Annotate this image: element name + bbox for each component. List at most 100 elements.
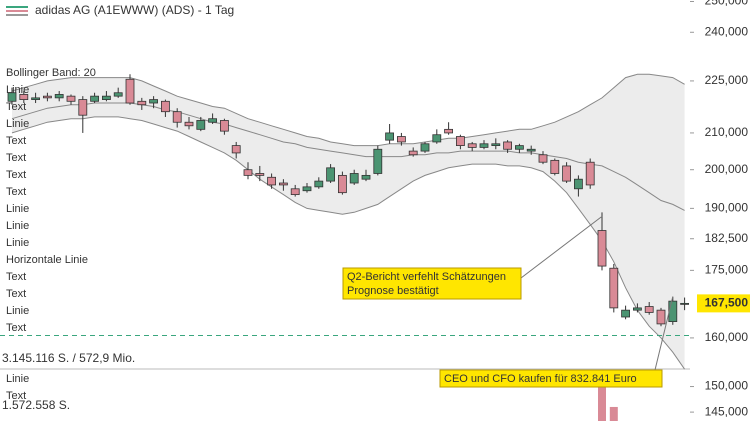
candle-body (385, 132, 395, 141)
indicator-label: Text (6, 186, 26, 198)
candle-body (644, 306, 654, 313)
candle-body (633, 307, 642, 311)
last-price-box (697, 294, 750, 313)
indicator-label: Text (6, 322, 26, 334)
indicator-label: Linie (6, 203, 29, 215)
indicator-label: Text (6, 152, 26, 164)
candle-body (290, 188, 300, 196)
bollinger-lower (11, 116, 686, 370)
candle-body (326, 167, 336, 182)
candle-body (219, 120, 229, 132)
volume-tick-label: 3.145.116 S. / 572,9 Mio. (2, 351, 135, 365)
candle-body (420, 143, 430, 152)
indicator-label: Horizontale Linie (6, 254, 88, 266)
candle-body (160, 100, 170, 113)
annotation-box (342, 267, 522, 300)
y-tick-label: 225,000 (705, 73, 749, 87)
candle-body (267, 176, 277, 186)
candle-body (66, 95, 76, 102)
indicator-label: Text (6, 271, 26, 283)
candle-body (503, 141, 513, 150)
candle-body (621, 309, 630, 318)
candle-body (337, 174, 347, 194)
y-tick-label: 200,000 (705, 162, 749, 176)
candle-body (597, 230, 607, 267)
volume-tick-label: 1.572.558 S. (2, 398, 70, 412)
candle-body (231, 145, 241, 154)
indicator-label: Text (6, 288, 26, 300)
last-price-label: 167,500 (705, 296, 749, 310)
bollinger-middle (11, 102, 685, 211)
bollinger-upper (11, 73, 685, 147)
annotation-text: CEO und CFO kaufen für 832.841 Euro (444, 373, 637, 385)
candle-body (31, 97, 41, 100)
candle-body (515, 145, 524, 150)
indicator-label: Bollinger Band: 20 (6, 67, 96, 79)
candle-body (243, 169, 253, 176)
y-tick-label: 182,500 (705, 231, 749, 245)
candle-body (432, 134, 442, 143)
annotation-connector (520, 215, 603, 279)
candle-body (54, 94, 64, 99)
candle-body (19, 94, 29, 100)
chart-title: adidas AG (A1EWWW) (ADS) - 1 Tag (35, 3, 234, 17)
candle-body (479, 143, 489, 148)
volume-bar (609, 406, 618, 421)
candle-body (349, 173, 359, 184)
y-tick-label: 240,000 (705, 24, 749, 38)
candle-body (137, 100, 147, 106)
candle-body (125, 78, 135, 104)
indicator-label: Linie (6, 220, 29, 232)
candle-body (196, 120, 206, 130)
annotation-text: Prognose bestätigt (347, 285, 439, 297)
candle-body (314, 180, 324, 188)
candle-body (396, 136, 406, 143)
candle-body (90, 95, 99, 102)
title-icon (6, 6, 28, 16)
y-tick-label: 250,000 (705, 0, 749, 8)
candle-body (302, 186, 312, 192)
candle-body (361, 174, 371, 180)
candle-body (550, 159, 560, 174)
indicator-label: Linie (6, 237, 29, 249)
indicator-label: Text (6, 169, 26, 181)
candle-body (444, 128, 454, 134)
volume-bar (598, 384, 606, 421)
annotation-connector (654, 296, 674, 371)
bollinger-fill (12, 74, 685, 370)
candle-body (255, 173, 265, 176)
y-tick-label: 150,000 (705, 379, 749, 393)
candle-body (172, 111, 182, 123)
candle-body (585, 161, 595, 186)
y-tick-label: 210,000 (705, 125, 749, 139)
indicator-label: Linie (6, 373, 29, 385)
indicator-label: Linie (6, 118, 29, 130)
candle-body (208, 118, 218, 123)
indicator-label: Linie (6, 84, 29, 96)
candle-body (78, 99, 88, 116)
candle-body (680, 302, 689, 305)
candle-body (7, 92, 17, 102)
annotation-box (439, 369, 663, 388)
indicator-label: Text (6, 101, 26, 113)
candle-body (656, 309, 666, 325)
y-tick-label: 190,000 (705, 201, 749, 215)
candle-body (455, 136, 465, 146)
indicator-label: Linie (6, 305, 29, 317)
candle-body (538, 154, 548, 163)
indicator-label: Text (6, 135, 26, 147)
annotation-text: Q2-Bericht verfehlt Schätzungen (347, 271, 506, 283)
candle-body (491, 143, 501, 146)
candle-body (668, 300, 678, 322)
candle-body (184, 121, 194, 127)
candle-body (113, 92, 123, 97)
candle-body (609, 267, 619, 309)
candle-body (102, 95, 111, 100)
candle-body (278, 182, 288, 186)
candle-body (467, 143, 477, 148)
candle-body (149, 99, 159, 104)
candle-body (373, 148, 383, 174)
